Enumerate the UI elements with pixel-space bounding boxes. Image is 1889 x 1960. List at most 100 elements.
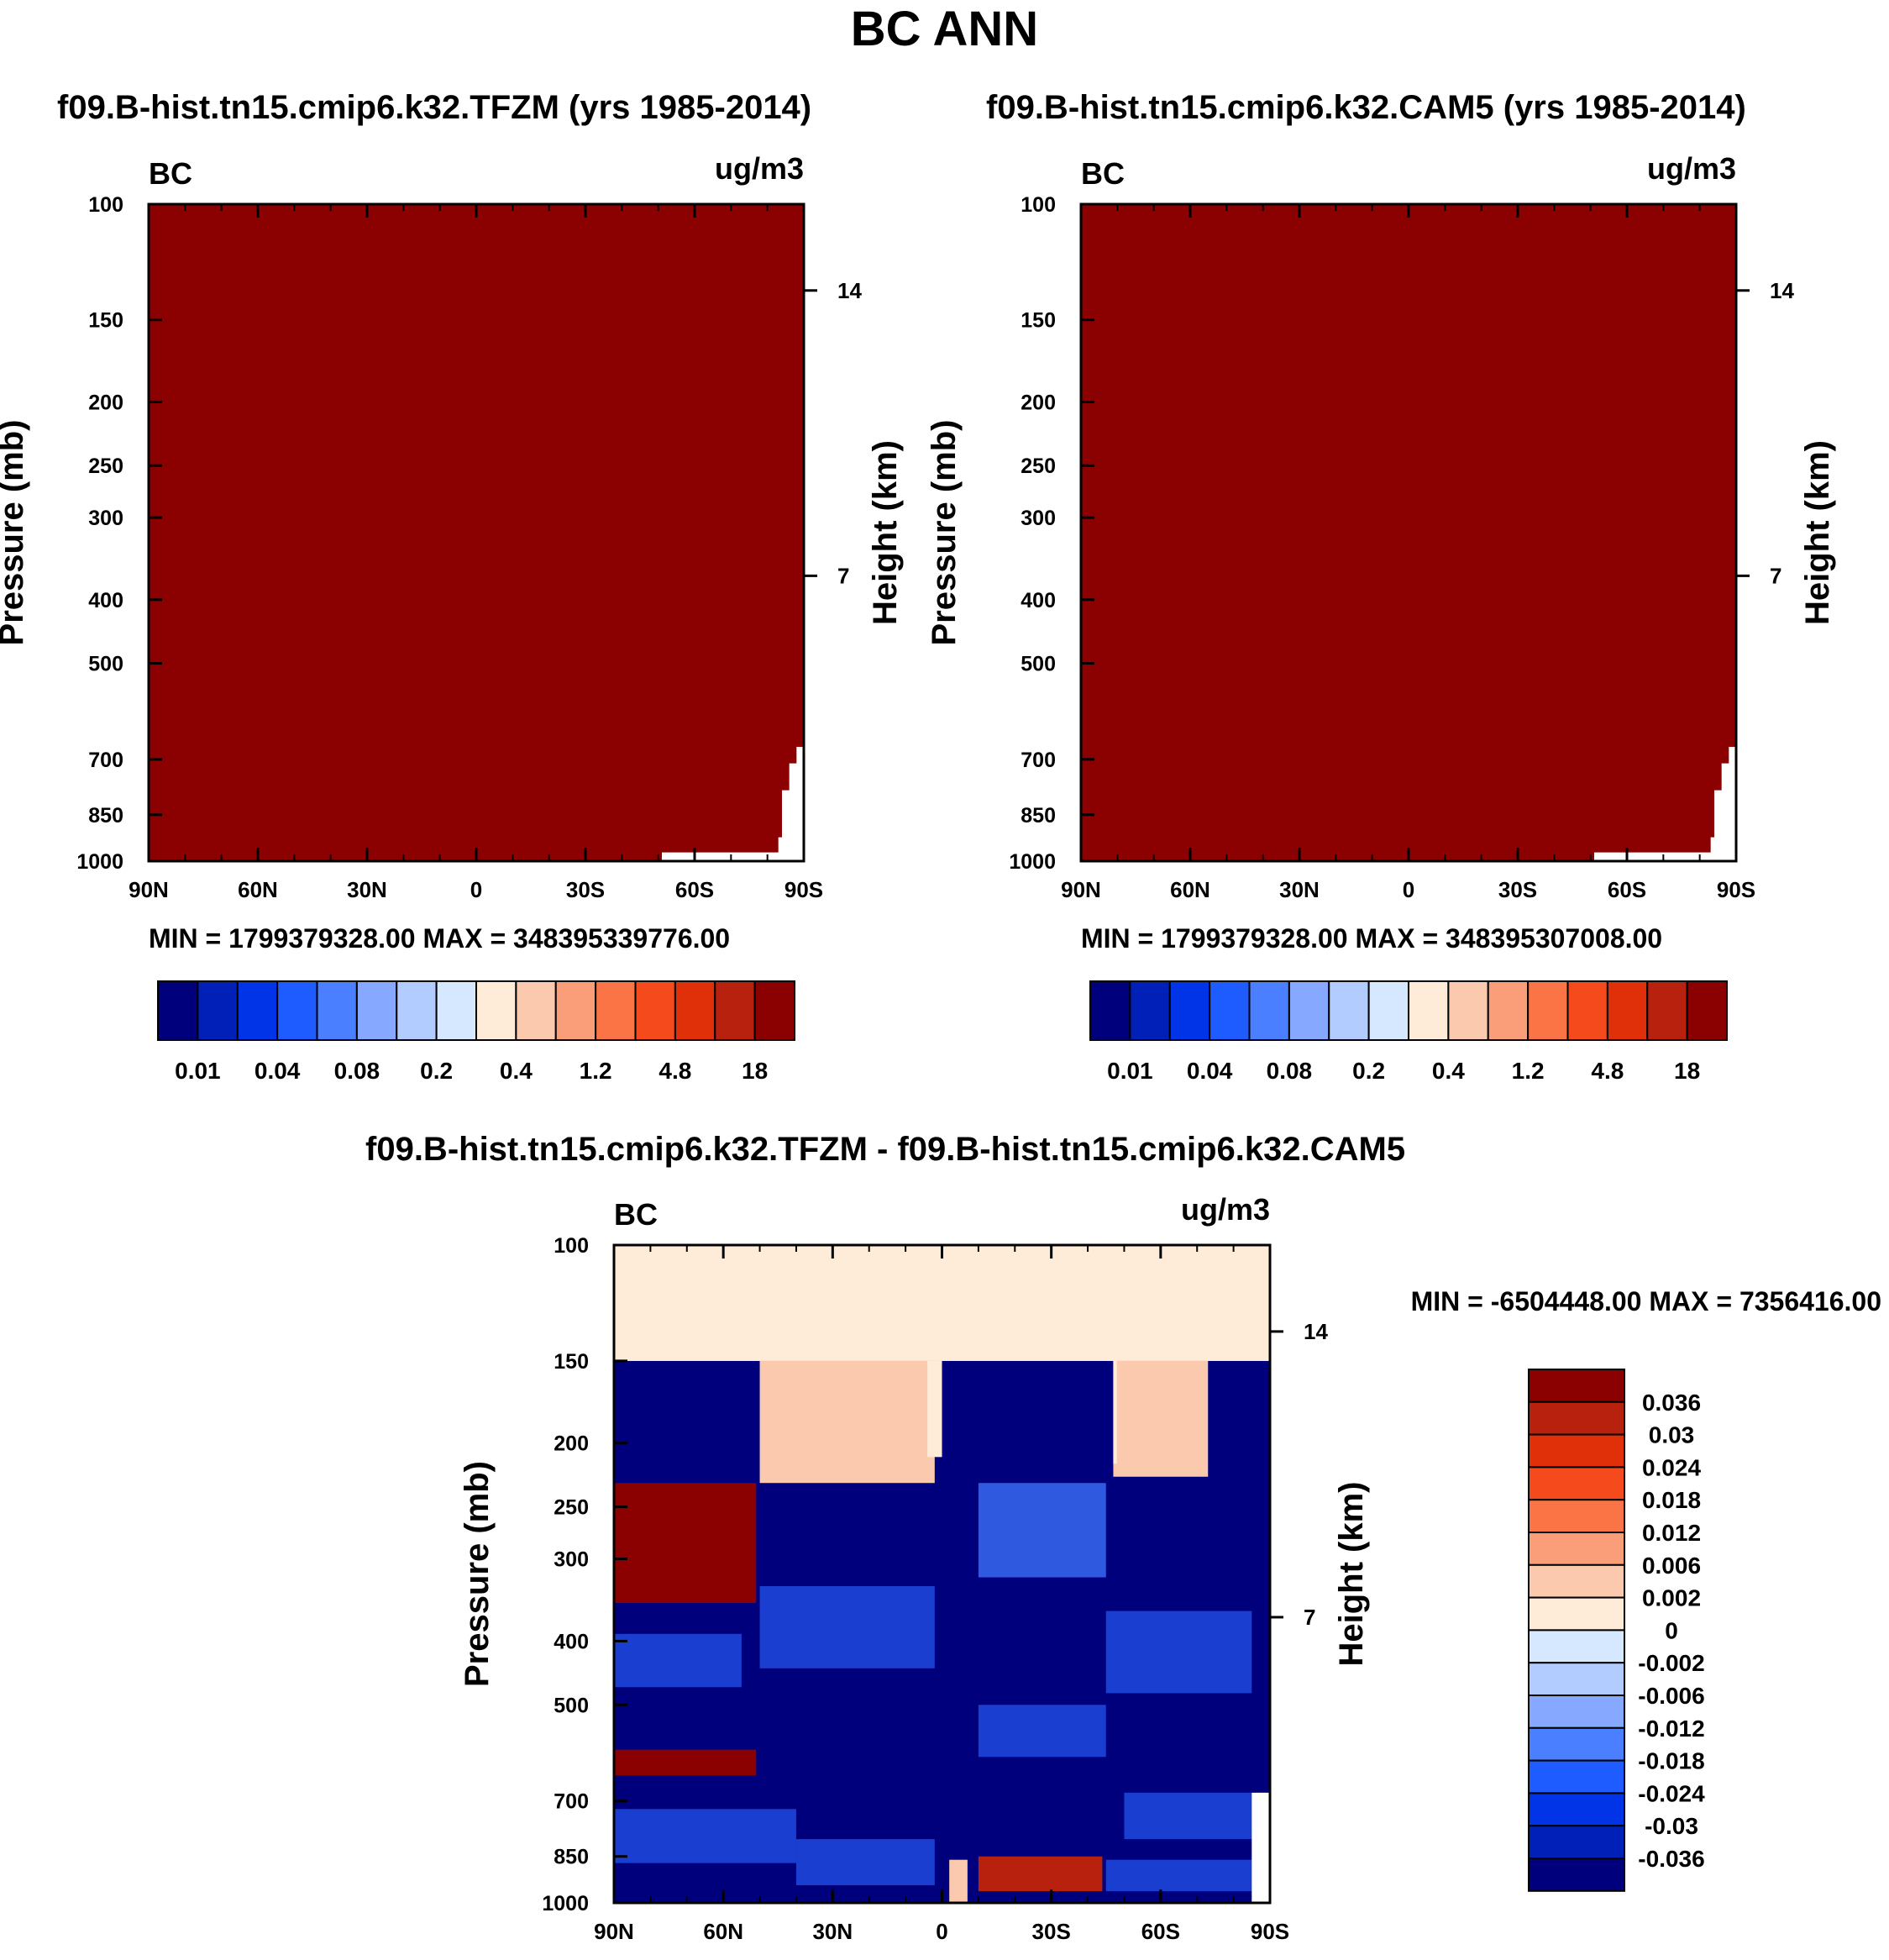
y-tick-label: 150 bbox=[1021, 309, 1056, 333]
diff-negative-band bbox=[978, 1483, 1106, 1578]
colorbar-label: -0.024 bbox=[1638, 1780, 1705, 1806]
panel-1-title: f09.B-hist.tn15.cmip6.k32.TFZM (yrs 1985… bbox=[57, 89, 812, 126]
colorbar-box bbox=[1528, 1433, 1625, 1469]
stats-label: MIN = 1799379328.00 MAX = 348395307008.0… bbox=[1081, 923, 1662, 954]
diff-positive-patch bbox=[759, 1360, 935, 1484]
diff-negative-band bbox=[1105, 1859, 1252, 1892]
colorbar-label: -0.036 bbox=[1638, 1846, 1704, 1872]
x-tick-label: 90S bbox=[784, 877, 823, 902]
colorbar-box bbox=[1487, 980, 1530, 1041]
diff-small-positive-band bbox=[614, 1245, 1270, 1361]
stats-label: MIN = -6504448.00 MAX = 7356416.00 bbox=[1411, 1286, 1881, 1316]
y-right-tick-label: 14 bbox=[1770, 278, 1794, 303]
panel-2-title: f09.B-hist.tn15.cmip6.k32.CAM5 (yrs 1985… bbox=[986, 89, 1746, 126]
diff-negative-band bbox=[614, 1809, 796, 1863]
colorbar-label: 0.2 bbox=[420, 1058, 453, 1084]
colorbar-box bbox=[674, 980, 716, 1041]
y-right-axis-title: Height (km) bbox=[1333, 1482, 1370, 1667]
y-tick-label: 250 bbox=[1021, 455, 1056, 478]
colorbar-box bbox=[1248, 980, 1290, 1041]
panel-1-plot: 90N 60N 30N 0 30S 60S 90S 100 150 200 250 300 400 500… bbox=[0, 151, 904, 954]
colorbar-box bbox=[1089, 980, 1131, 1041]
colorbar-label: -0.006 bbox=[1638, 1683, 1704, 1709]
y-right-tick-label: 7 bbox=[1770, 563, 1781, 588]
colorbar-box bbox=[1367, 980, 1409, 1041]
y-axis-title: Pressure (mb) bbox=[459, 1461, 496, 1687]
y-tick-label: 150 bbox=[88, 309, 123, 333]
diff-positive-patch bbox=[949, 1859, 968, 1903]
colorbar-1: 0.01 0.04 0.08 0.2 0.4 1.2 4.8 18 bbox=[157, 980, 795, 1084]
units-label: ug/m3 bbox=[1647, 151, 1736, 186]
diff-negative-band bbox=[795, 1839, 935, 1885]
y-tick-label: 500 bbox=[88, 653, 123, 676]
y-tick-label: 300 bbox=[1021, 507, 1056, 530]
x-tick-label: 30N bbox=[347, 877, 387, 902]
panel-2-plot: 90N 60N 30N 0 30S 60S 90S 100 150 200 250 300 400 500… bbox=[926, 151, 1836, 954]
colorbar-box bbox=[1528, 1596, 1625, 1632]
colorbar-box bbox=[1288, 980, 1330, 1041]
colorbar-box bbox=[475, 980, 517, 1041]
colorbar-box bbox=[1528, 1695, 1625, 1729]
colorbar-box bbox=[157, 980, 199, 1041]
y-tick-label: 100 bbox=[1021, 193, 1056, 217]
colorbar-box bbox=[435, 980, 477, 1041]
colorbar-label: 4.8 bbox=[659, 1058, 691, 1084]
colorbar-box bbox=[1528, 1726, 1625, 1762]
colorbar-label: -0.002 bbox=[1638, 1650, 1704, 1676]
y-right-tick-label: 7 bbox=[1304, 1605, 1315, 1630]
colorbar-label: 0.012 bbox=[1642, 1520, 1701, 1546]
y-right-tick-label: 14 bbox=[837, 278, 862, 303]
diff-large-positive-patch bbox=[614, 1749, 757, 1776]
x-tick-label: 60S bbox=[1141, 1919, 1180, 1944]
bc-concentration-fill bbox=[1081, 204, 1736, 861]
colorbar-label: -0.018 bbox=[1638, 1748, 1704, 1774]
units-label: ug/m3 bbox=[715, 151, 804, 186]
y-tick-label: 850 bbox=[88, 804, 123, 828]
x-tick-label: 60N bbox=[1170, 877, 1210, 902]
colorbar-box bbox=[1209, 980, 1251, 1041]
y-tick-label: 850 bbox=[554, 1846, 589, 1869]
colorbar-box bbox=[1328, 980, 1370, 1041]
stats-label: MIN = 1799379328.00 MAX = 348395339776.0… bbox=[149, 923, 730, 954]
x-tick-label: 90S bbox=[1717, 877, 1755, 902]
colorbar-label: -0.03 bbox=[1645, 1813, 1698, 1839]
diff-positive-patch bbox=[1113, 1360, 1209, 1477]
colorbar-box bbox=[1566, 980, 1608, 1041]
diff-negative-band bbox=[978, 1705, 1106, 1758]
colorbar-label: 0.03 bbox=[1649, 1422, 1695, 1448]
colorbar-label: 0.01 bbox=[175, 1058, 221, 1084]
colorbar-box bbox=[276, 980, 318, 1041]
diff-no-data bbox=[1251, 1792, 1270, 1903]
diff-small-positive-patch bbox=[1113, 1360, 1117, 1464]
y-axis-title: Pressure (mb) bbox=[926, 420, 963, 646]
colorbar-label: 18 bbox=[1674, 1058, 1700, 1084]
y-tick-label: 300 bbox=[554, 1548, 589, 1572]
y-tick-label: 150 bbox=[554, 1350, 589, 1374]
diff-negative-band bbox=[1105, 1611, 1252, 1694]
y-tick-label: 1000 bbox=[1009, 850, 1056, 874]
x-tick-label: 60N bbox=[238, 877, 278, 902]
colorbar-3: 0.036 0.03 0.024 0.018 0.012 0.006 0.002 0 -0.00… bbox=[1528, 1369, 1705, 1892]
units-label: ug/m3 bbox=[1181, 1192, 1270, 1227]
colorbar-box bbox=[197, 980, 239, 1041]
x-tick-label: 30N bbox=[1279, 877, 1320, 902]
colorbar-box bbox=[236, 980, 279, 1041]
colorbar-box bbox=[634, 980, 676, 1041]
colorbar-label: 0.4 bbox=[1432, 1058, 1465, 1084]
colorbar-box bbox=[515, 980, 557, 1041]
colorbar-box bbox=[355, 980, 398, 1041]
colorbar-box bbox=[1129, 980, 1171, 1041]
y-right-axis-title: Height (km) bbox=[867, 440, 904, 625]
colorbar-box bbox=[1528, 1825, 1625, 1859]
y-tick-label: 850 bbox=[1021, 804, 1056, 828]
colorbar-label: 18 bbox=[742, 1058, 768, 1084]
y-tick-label: 700 bbox=[1021, 749, 1056, 772]
colorbar-label: -0.012 bbox=[1638, 1716, 1704, 1742]
x-tick-label: 90N bbox=[1061, 877, 1101, 902]
x-tick-label: 30S bbox=[1498, 877, 1537, 902]
y-tick-label: 500 bbox=[554, 1694, 589, 1717]
colorbar-label: 0.04 bbox=[1187, 1058, 1233, 1084]
diff-positive-patch bbox=[978, 1856, 1103, 1892]
x-tick-label: 60N bbox=[703, 1919, 743, 1944]
